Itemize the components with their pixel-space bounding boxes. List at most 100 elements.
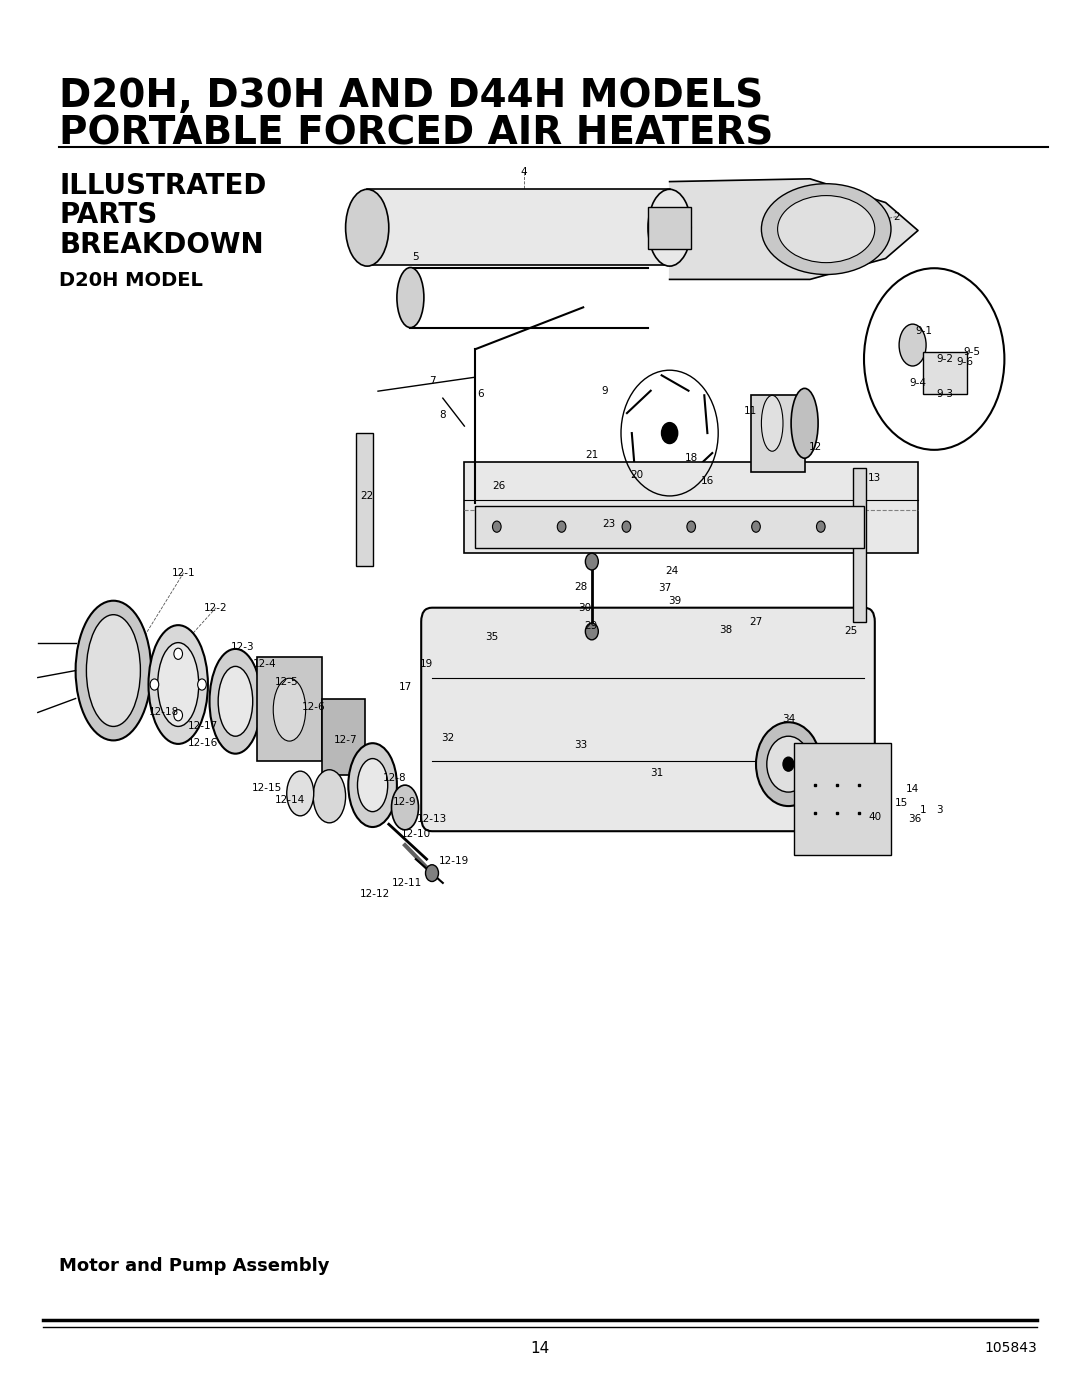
FancyBboxPatch shape — [648, 207, 691, 249]
FancyBboxPatch shape — [853, 468, 866, 622]
Text: 4: 4 — [521, 166, 527, 177]
Ellipse shape — [816, 521, 825, 532]
Ellipse shape — [426, 865, 438, 882]
Text: 17: 17 — [399, 682, 411, 693]
Ellipse shape — [585, 553, 598, 570]
FancyBboxPatch shape — [923, 352, 967, 394]
Ellipse shape — [761, 395, 783, 451]
Ellipse shape — [346, 190, 389, 265]
Text: 37: 37 — [659, 583, 672, 594]
Ellipse shape — [174, 710, 183, 721]
Text: 12-9: 12-9 — [393, 796, 417, 807]
Ellipse shape — [761, 184, 891, 274]
Text: 12-17: 12-17 — [188, 721, 218, 732]
Ellipse shape — [752, 521, 760, 532]
FancyBboxPatch shape — [257, 657, 322, 761]
Text: 1: 1 — [920, 805, 927, 816]
FancyBboxPatch shape — [751, 395, 805, 472]
Ellipse shape — [357, 759, 388, 812]
Ellipse shape — [158, 643, 199, 726]
Text: 20: 20 — [631, 469, 644, 481]
Ellipse shape — [661, 423, 678, 444]
Text: 10: 10 — [663, 433, 676, 444]
Text: 12-12: 12-12 — [360, 888, 390, 900]
Ellipse shape — [174, 648, 183, 659]
Text: 12-10: 12-10 — [401, 828, 431, 840]
Text: 6: 6 — [477, 388, 484, 400]
Text: 35: 35 — [485, 631, 498, 643]
Text: 5: 5 — [413, 251, 419, 263]
Text: PARTS: PARTS — [59, 201, 158, 229]
Text: 12-7: 12-7 — [334, 735, 357, 746]
Text: 39: 39 — [669, 595, 681, 606]
Text: 12-5: 12-5 — [274, 676, 298, 687]
Text: 9-3: 9-3 — [936, 388, 954, 400]
Text: 12-13: 12-13 — [417, 813, 447, 824]
Text: 9-4: 9-4 — [909, 377, 927, 388]
Text: 14: 14 — [906, 784, 919, 795]
Text: 3: 3 — [936, 805, 943, 816]
Text: 40: 40 — [868, 812, 881, 823]
Text: 12-4: 12-4 — [253, 658, 276, 669]
Ellipse shape — [687, 521, 696, 532]
Text: 12-14: 12-14 — [274, 795, 305, 806]
Text: 13: 13 — [868, 472, 881, 483]
FancyBboxPatch shape — [367, 189, 670, 265]
Text: 24: 24 — [665, 566, 678, 577]
Text: 29: 29 — [584, 620, 597, 631]
Ellipse shape — [149, 626, 207, 743]
Text: 9: 9 — [602, 386, 608, 397]
Polygon shape — [670, 179, 918, 279]
Text: 12-1: 12-1 — [172, 567, 195, 578]
FancyBboxPatch shape — [322, 698, 365, 775]
Ellipse shape — [756, 722, 821, 806]
FancyBboxPatch shape — [464, 462, 918, 552]
Text: 12-19: 12-19 — [438, 855, 469, 866]
Ellipse shape — [150, 679, 159, 690]
Text: 9-6: 9-6 — [956, 356, 973, 367]
Text: 36: 36 — [908, 813, 921, 824]
Circle shape — [864, 268, 1004, 450]
Text: 33: 33 — [575, 739, 588, 750]
Text: 12-6: 12-6 — [301, 701, 325, 712]
FancyBboxPatch shape — [794, 743, 891, 855]
Text: 12-8: 12-8 — [382, 773, 406, 784]
Ellipse shape — [198, 679, 206, 690]
Ellipse shape — [778, 196, 875, 263]
Text: 18: 18 — [685, 453, 698, 464]
Ellipse shape — [791, 388, 819, 458]
Ellipse shape — [783, 757, 794, 771]
Text: 38: 38 — [719, 624, 732, 636]
Ellipse shape — [767, 736, 810, 792]
Text: 14: 14 — [530, 1341, 550, 1355]
Ellipse shape — [313, 770, 346, 823]
Ellipse shape — [585, 623, 598, 640]
Text: 12-15: 12-15 — [252, 782, 282, 793]
Ellipse shape — [76, 601, 151, 740]
Text: 28: 28 — [575, 581, 588, 592]
Text: 21: 21 — [585, 450, 598, 461]
Ellipse shape — [218, 666, 253, 736]
Text: Motor and Pump Assembly: Motor and Pump Assembly — [59, 1257, 329, 1275]
Text: 19: 19 — [420, 658, 433, 669]
Text: 12: 12 — [809, 441, 822, 453]
Text: 12-11: 12-11 — [392, 877, 422, 888]
FancyBboxPatch shape — [421, 608, 875, 831]
Text: BREAKDOWN: BREAKDOWN — [59, 231, 264, 258]
Ellipse shape — [210, 648, 261, 754]
Text: 16: 16 — [701, 475, 714, 486]
Text: 12-2: 12-2 — [204, 602, 228, 613]
Text: 25: 25 — [845, 626, 858, 637]
Ellipse shape — [287, 771, 314, 816]
Text: 15: 15 — [895, 798, 908, 809]
Text: 34: 34 — [782, 714, 795, 725]
Text: 26: 26 — [492, 481, 505, 492]
Text: 7: 7 — [429, 376, 435, 387]
Ellipse shape — [622, 521, 631, 532]
Text: 22: 22 — [361, 490, 374, 502]
Ellipse shape — [397, 268, 423, 327]
Text: 23: 23 — [603, 518, 616, 529]
Ellipse shape — [348, 743, 397, 827]
Text: 31: 31 — [650, 767, 663, 778]
Ellipse shape — [648, 190, 691, 265]
